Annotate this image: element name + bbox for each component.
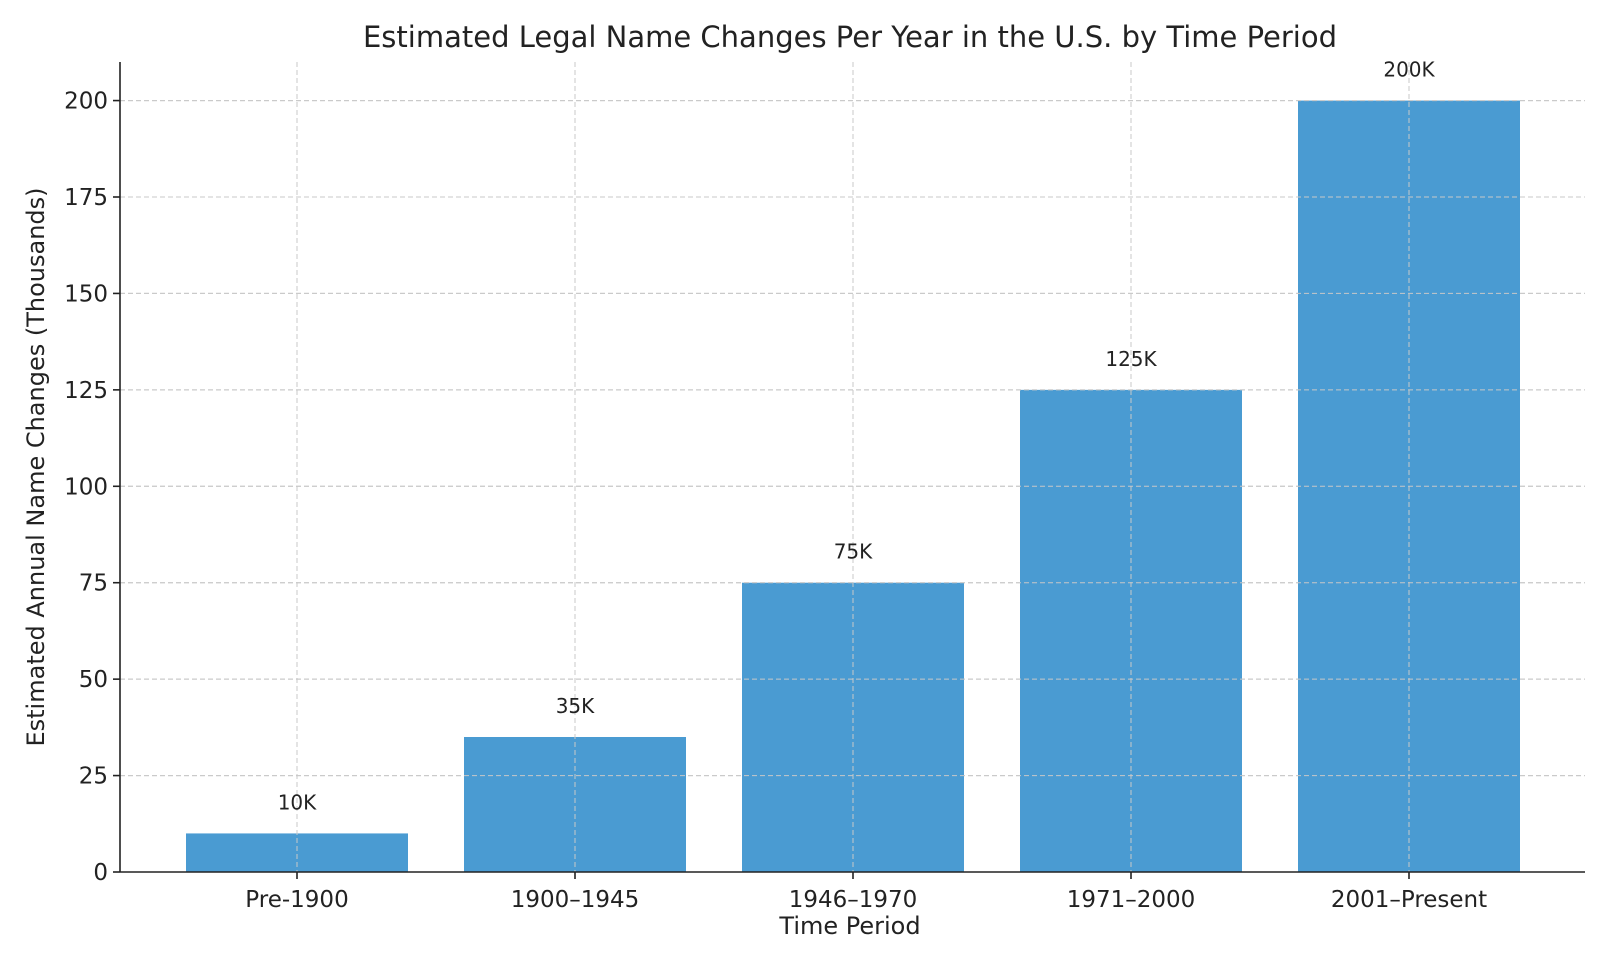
- x-tick-label: 1900–1945: [511, 887, 640, 913]
- y-tick-label: 75: [79, 571, 108, 597]
- chart-title: Estimated Legal Name Changes Per Year in…: [363, 20, 1337, 54]
- x-tick-label: 2001–Present: [1331, 887, 1487, 913]
- data-labels: 10K 35K 75K 125K 200K: [278, 58, 1436, 815]
- data-label: 75K: [834, 540, 873, 564]
- data-label: 125K: [1105, 347, 1157, 371]
- bars: [120, 62, 1585, 873]
- y-axis-label: Estimated Annual Name Changes (Thousands…: [22, 187, 50, 746]
- y-axis-ticks: 0 25 50 75 100 125 150 175 200: [64, 89, 120, 886]
- x-axis-label: Time Period: [778, 912, 920, 940]
- y-tick-label: 125: [64, 378, 108, 404]
- bar-1900-1945: [464, 737, 686, 872]
- data-label: 35K: [556, 694, 595, 718]
- y-tick-label: 50: [79, 667, 108, 693]
- x-tick-label: 1946–1970: [789, 887, 918, 913]
- data-label: 200K: [1383, 58, 1435, 82]
- y-tick-label: 150: [64, 281, 108, 307]
- y-tick-label: 200: [64, 89, 108, 115]
- x-tick-label: Pre-1900: [245, 887, 348, 913]
- x-tick-label: 1971–2000: [1067, 887, 1196, 913]
- y-tick-label: 0: [93, 860, 108, 886]
- y-tick-label: 100: [64, 474, 108, 500]
- x-axis-ticks: Pre-1900 1900–1945 1946–1970 1971–2000 2001–…: [245, 872, 1487, 913]
- y-tick-label: 175: [64, 185, 108, 211]
- y-tick-label: 25: [79, 764, 108, 790]
- data-label: 10K: [278, 790, 317, 814]
